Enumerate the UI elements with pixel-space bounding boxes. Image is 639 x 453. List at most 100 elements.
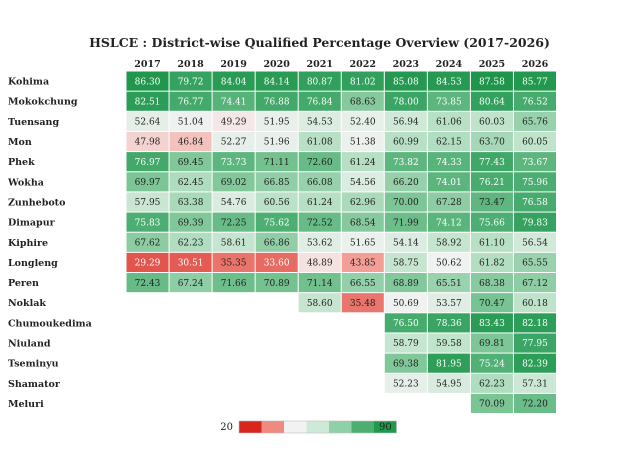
heatmap-cell	[255, 91, 298, 111]
heatmap-cells: 86.30 79.72 84.04 84.14 80.87 81.02 85.08 84.53…	[126, 71, 556, 414]
cell-value-label: 73.82	[393, 158, 419, 168]
district-label-shamator: Shamator	[8, 379, 61, 390]
heatmap-cell	[427, 353, 470, 373]
heatmap-cell	[513, 111, 556, 131]
heatmap-cell	[298, 91, 341, 111]
cell-value-label: 62.23	[479, 380, 505, 390]
cell-value-label: 66.86	[264, 238, 290, 248]
heatmap-cell	[470, 373, 513, 393]
cell-value-label: 82.51	[135, 97, 161, 107]
district-label-kiphire: Kiphire	[8, 238, 48, 249]
heatmap-cell	[384, 353, 427, 373]
year-label-2024: 2024	[436, 59, 463, 70]
cell-value-label: 85.77	[522, 77, 548, 87]
cell-value-label: 63.38	[178, 198, 204, 208]
heatmap-cell	[513, 71, 556, 91]
heatmap-cell	[255, 111, 298, 131]
heatmap-cell	[341, 232, 384, 252]
cell-value-label: 76.58	[522, 198, 548, 208]
heatmap-cell	[341, 111, 384, 131]
cell-value-label: 67.24	[178, 279, 204, 289]
district-label-tuensang: Tuensang	[8, 117, 59, 128]
cell-value-label: 54.53	[307, 118, 333, 128]
heatmap-cell	[255, 252, 298, 272]
cell-value-label: 78.36	[436, 319, 462, 329]
heatmap-cell	[255, 152, 298, 172]
heatmap-cell	[212, 152, 255, 172]
cell-value-label: 61.06	[436, 118, 462, 128]
district-label-tseminyu: Tseminyu	[8, 359, 59, 370]
heatmap-cell	[126, 131, 169, 152]
cell-value-label: 52.40	[350, 118, 376, 128]
year-label-2026: 2026	[522, 59, 549, 70]
heatmap-cell	[427, 71, 470, 91]
cell-value-label: 80.64	[479, 97, 505, 107]
cell-value-label: 76.88	[264, 97, 290, 107]
cell-value-label: 68.89	[393, 279, 419, 289]
cell-value-label: 67.62	[135, 238, 161, 248]
year-label-2017: 2017	[134, 59, 160, 70]
district-label-zunheboto: Zunheboto	[8, 197, 65, 208]
heatmap-cell	[470, 172, 513, 192]
cell-value-label: 60.99	[393, 138, 419, 148]
year-label-2025: 2025	[479, 59, 505, 70]
cell-value-label: 66.55	[350, 279, 376, 289]
cell-value-label: 54.95	[436, 380, 462, 390]
cell-value-label: 68.38	[479, 279, 505, 289]
heatmap-cell	[427, 91, 470, 111]
heatmap-cell	[126, 273, 169, 293]
cell-value-label: 62.15	[436, 138, 462, 148]
heatmap-cell	[341, 293, 384, 313]
heatmap-cell	[513, 232, 556, 252]
cell-value-label: 73.73	[221, 158, 247, 168]
cell-value-label: 77.43	[479, 158, 505, 168]
heatmap-cell	[255, 192, 298, 212]
cell-value-label: 60.56	[264, 198, 290, 208]
heatmap-cell	[169, 232, 212, 252]
cell-value-label: 54.56	[350, 178, 376, 188]
cell-value-label: 54.14	[393, 238, 419, 248]
cell-value-label: 33.60	[264, 259, 290, 269]
cell-value-label: 70.00	[393, 198, 419, 208]
year-axis: 2017 2018 2019 2020 2021 2022 2023 2024 2025 2026	[134, 59, 548, 70]
heatmap-cell	[169, 212, 212, 232]
cell-value-label: 58.60	[307, 299, 333, 309]
heatmap-cell	[384, 212, 427, 232]
chart-title: HSLCE : District-wise Qualified Percenta…	[89, 35, 550, 50]
heatmap-cell	[298, 131, 341, 152]
heatmap-cell	[513, 192, 556, 212]
heatmap-cell	[427, 232, 470, 252]
heatmap-cell	[126, 91, 169, 111]
legend-swatches	[238, 420, 397, 434]
cell-value-label: 51.04	[178, 118, 204, 128]
heatmap-cell	[384, 131, 427, 152]
heatmap-cell	[470, 333, 513, 353]
cell-value-label: 71.14	[307, 279, 333, 289]
heatmap-cell	[470, 152, 513, 172]
cell-value-label: 67.12	[522, 279, 548, 289]
heatmap-cell	[298, 252, 341, 272]
heatmap-cell	[298, 293, 341, 313]
cell-value-label: 43.85	[350, 259, 376, 269]
cell-value-label: 77.95	[522, 339, 548, 349]
heatmap-cell	[255, 71, 298, 91]
cell-value-label: 51.65	[350, 238, 376, 248]
cell-value-label: 35.35	[221, 259, 247, 269]
cell-value-label: 48.89	[307, 259, 333, 269]
heatmap-cell	[126, 152, 169, 172]
district-label-wokha: Wokha	[7, 177, 44, 188]
heatmap-cell	[126, 212, 169, 232]
district-label-phek: Phek	[8, 157, 35, 168]
cell-value-label: 76.52	[522, 97, 548, 107]
cell-value-label: 69.39	[178, 218, 204, 228]
heatmap-cell	[298, 192, 341, 212]
heatmap-cell	[341, 252, 384, 272]
heatmap-cell	[384, 313, 427, 333]
heatmap-cell	[470, 111, 513, 131]
cell-value-label: 51.38	[350, 138, 376, 148]
cell-value-label: 75.83	[135, 218, 161, 228]
cell-value-label: 69.45	[178, 158, 204, 168]
heatmap-cell	[427, 111, 470, 131]
